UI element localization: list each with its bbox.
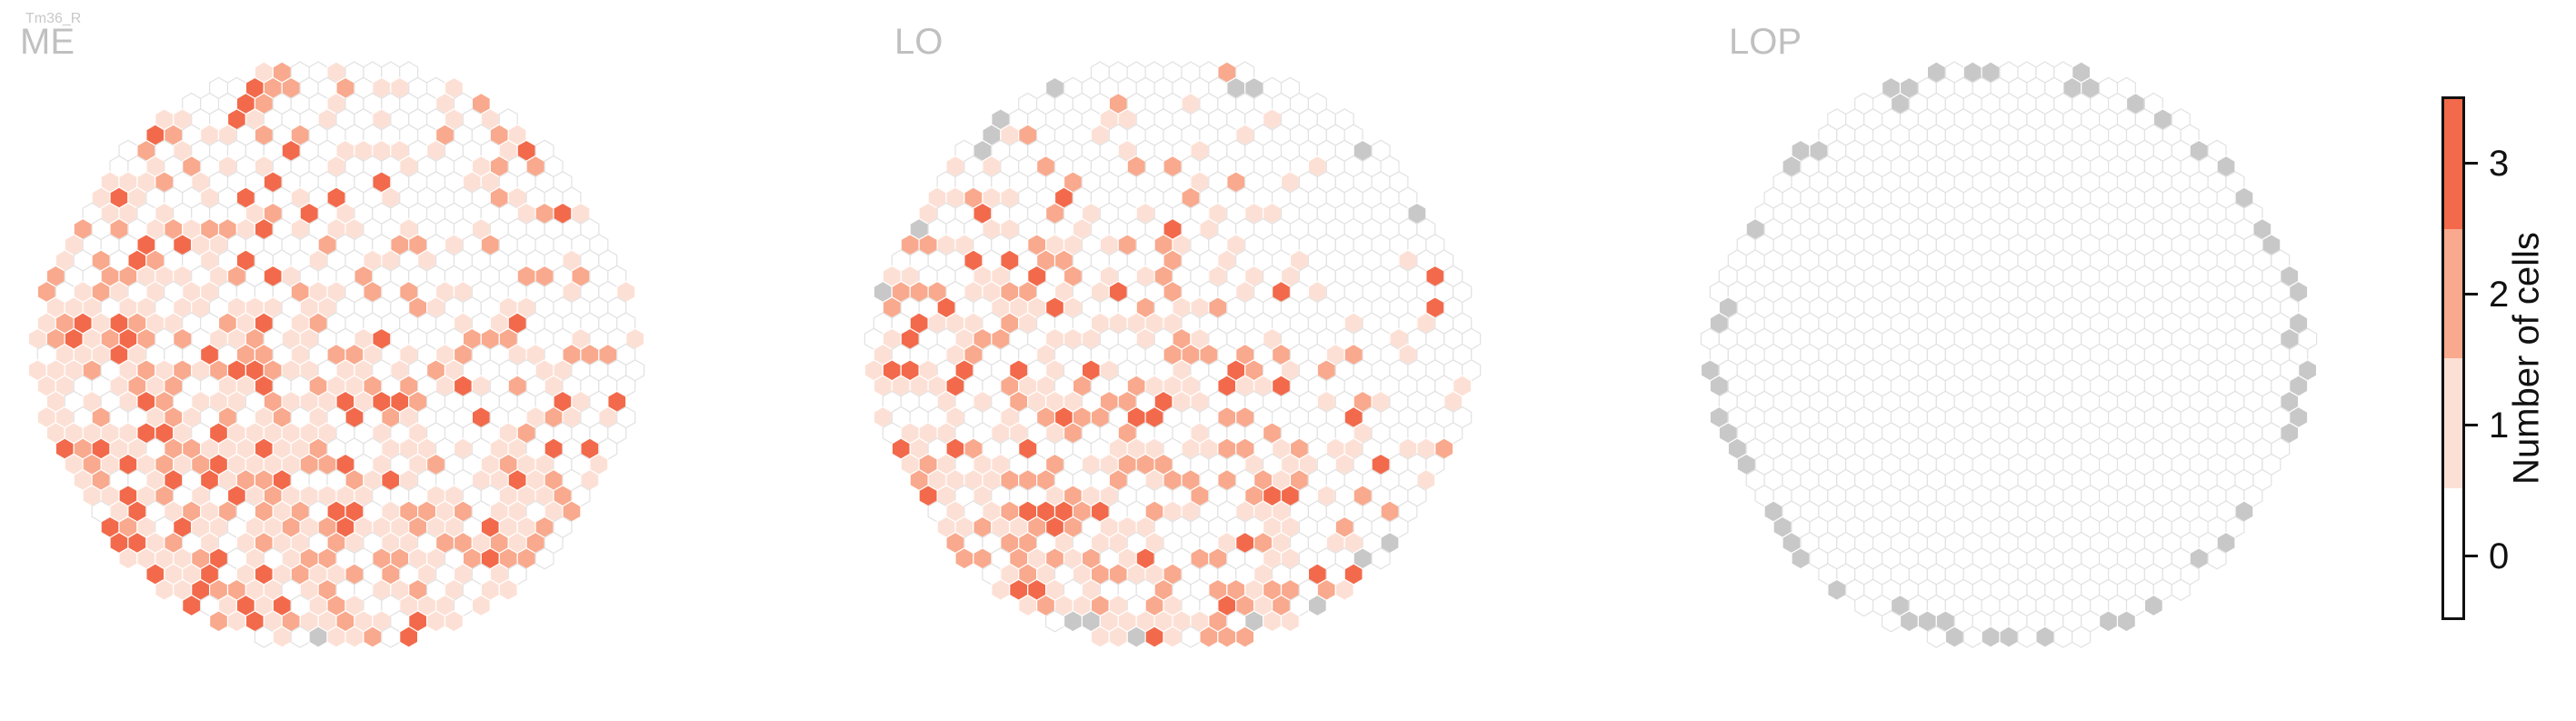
hex-column — [2171, 578, 2191, 601]
hex-column — [1163, 626, 1183, 648]
colorbar-segment-1 — [2444, 358, 2462, 488]
hex-column — [1263, 610, 1283, 633]
hex-column — [1854, 594, 1874, 617]
hex-column — [290, 626, 310, 648]
hex-column — [254, 626, 274, 648]
hex-column — [498, 578, 518, 601]
hex-column — [444, 610, 464, 633]
hex-column — [272, 626, 292, 648]
hex-column — [1090, 626, 1110, 648]
hex-column — [308, 626, 328, 648]
hex-column — [326, 626, 346, 648]
hex-column — [1235, 626, 1255, 648]
hex-column — [1981, 626, 2001, 648]
hex-column — [1063, 610, 1083, 633]
hex-column — [1371, 547, 1391, 570]
hex-column — [1944, 626, 1964, 648]
colorbar-tick — [2465, 162, 2478, 165]
hex-column — [226, 610, 246, 633]
hex-column — [1334, 578, 1354, 601]
hex-column — [2035, 626, 2055, 648]
hex-column — [344, 626, 364, 648]
colorbar-tick-label: 3 — [2489, 144, 2510, 184]
colorbar — [2441, 96, 2465, 620]
hex-column — [991, 578, 1011, 601]
hex-column — [209, 610, 229, 633]
hex-column — [1999, 626, 2019, 648]
hex-column — [1217, 626, 1237, 648]
hex-column — [2099, 610, 2119, 633]
colorbar-tick — [2465, 555, 2478, 557]
hex-column — [182, 594, 202, 617]
hex-column — [1280, 610, 1300, 633]
colorbar-segment-3 — [2444, 99, 2462, 229]
colorbar-segment-2 — [2444, 228, 2462, 358]
colorbar-tick-label: 1 — [2489, 406, 2510, 446]
hex-column — [1181, 626, 1201, 648]
hex-column — [1791, 547, 1811, 570]
hex-column — [534, 547, 554, 570]
hex-column — [2116, 610, 2136, 633]
hex-column — [1307, 594, 1327, 617]
hex-column — [2143, 594, 2163, 617]
hexmap-lop — [1700, 61, 2318, 648]
hex-column — [426, 610, 446, 633]
colorbar-tick-label: 0 — [2489, 536, 2510, 576]
hex-column — [1045, 610, 1065, 633]
colorbar-tick — [2465, 424, 2478, 426]
hex-column — [1018, 594, 1038, 617]
hexmap-me — [27, 61, 645, 648]
hex-column — [1926, 626, 1946, 648]
hex-column — [1827, 578, 1847, 601]
hex-column — [363, 626, 383, 648]
hex-column — [381, 626, 401, 648]
hex-column — [471, 594, 491, 617]
hex-column — [1108, 626, 1128, 648]
hex-column — [1962, 626, 1982, 648]
colorbar-tick-label: 2 — [2489, 275, 2510, 315]
hex-column — [2207, 547, 2227, 570]
hex-column — [1126, 626, 1146, 648]
colorbar-tick — [2465, 293, 2478, 295]
hex-column — [1899, 610, 1919, 633]
hex-column — [1199, 626, 1219, 648]
hex-column — [1882, 610, 1902, 633]
hex-column — [954, 547, 974, 570]
panel-title-lo: LO — [894, 22, 944, 62]
hex-column — [2053, 626, 2073, 648]
hex-column — [399, 626, 419, 648]
colorbar-segment-0 — [2444, 487, 2462, 617]
hex-column — [2017, 626, 2037, 648]
hex-column — [1144, 626, 1164, 648]
panel-title-lop: LOP — [1729, 22, 1802, 62]
cell-type-label: Tm36_R — [25, 11, 82, 26]
hexmap-lo — [864, 61, 1482, 648]
panel-title-me: ME — [20, 22, 75, 62]
hex-column — [2072, 626, 2092, 648]
hex-column — [118, 547, 138, 570]
colorbar-label: Number of cells — [2506, 232, 2547, 485]
hex-column — [155, 578, 175, 601]
